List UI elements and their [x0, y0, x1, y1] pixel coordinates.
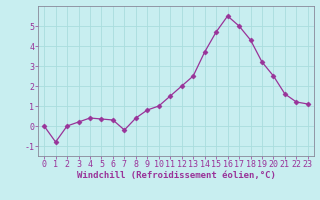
X-axis label: Windchill (Refroidissement éolien,°C): Windchill (Refroidissement éolien,°C) — [76, 171, 276, 180]
